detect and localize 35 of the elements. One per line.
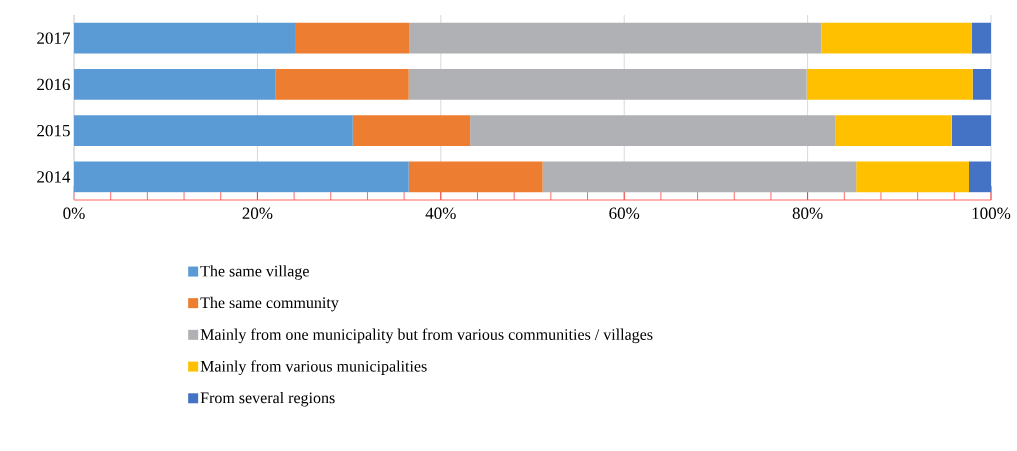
bar [275, 69, 409, 100]
bar [972, 69, 992, 100]
legend-label: Mainly from various municipalities [200, 360, 427, 375]
legend-label: From several regions [200, 391, 335, 407]
bar [969, 161, 992, 193]
legend-label: The same community [200, 296, 339, 312]
legend-label: The same village [200, 265, 309, 280]
x-tick-label: 40% [425, 207, 456, 220]
x-tick-label: 20% [242, 207, 273, 220]
bar [856, 161, 969, 193]
y-tick-label: 2015 [37, 124, 70, 137]
bar [74, 22, 296, 54]
bar [835, 115, 952, 146]
y-tick-label: 2014 [37, 171, 71, 183]
bar [971, 22, 992, 54]
bar [74, 69, 276, 100]
legend-label: Mainly from one municipality but from various communities / villages [200, 328, 653, 344]
x-tick-label: 60% [609, 207, 640, 220]
y-tick-label: 2016 [37, 78, 70, 91]
bar [470, 115, 836, 146]
x-tick-label: 100% [972, 207, 1011, 220]
bar [408, 161, 543, 193]
bar [408, 69, 807, 100]
bar [806, 69, 973, 100]
bar [74, 115, 353, 146]
x-tick-label: 80% [792, 207, 823, 220]
x-tick-label: 0% [63, 207, 85, 220]
bar [74, 161, 409, 193]
y-tick-label: 2017 [37, 32, 70, 44]
bar [951, 115, 992, 146]
bar [352, 115, 471, 146]
bar [821, 22, 972, 54]
bar [295, 22, 410, 54]
bar [409, 22, 822, 54]
bar [542, 161, 857, 193]
